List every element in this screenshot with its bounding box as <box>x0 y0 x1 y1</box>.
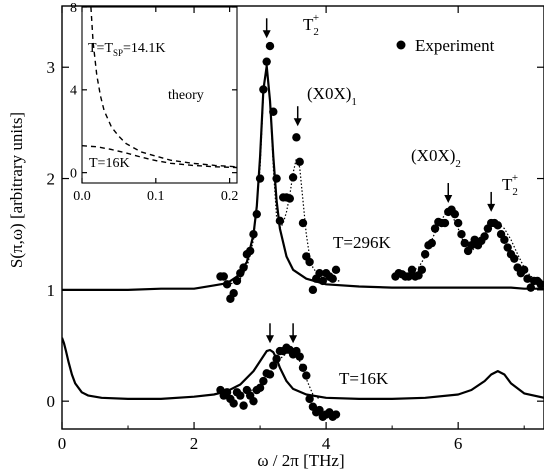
data-point <box>440 218 450 228</box>
data-point <box>493 221 502 230</box>
annotation-t296: T=296K <box>333 233 391 252</box>
data-point <box>292 133 301 142</box>
annotation-arrow-head <box>262 30 271 39</box>
series-line-solid <box>62 337 544 400</box>
inset-annotation-t16: T=16K <box>89 156 130 171</box>
plot-frame <box>61 5 544 430</box>
annotation-x0x1: (X0X)1 <box>307 84 357 108</box>
data-point <box>295 157 304 167</box>
data-point <box>308 285 318 295</box>
data-point <box>239 401 248 410</box>
data-point <box>430 224 440 233</box>
series-line-dotted <box>220 64 340 285</box>
data-point <box>417 265 427 275</box>
annotation-arrow-head <box>289 335 298 344</box>
inset-y-tick-label: 4 <box>70 84 77 99</box>
annotation-t16: T=16K <box>339 369 389 388</box>
data-point <box>249 396 258 406</box>
annotation-arrow-head <box>265 335 274 344</box>
annotation-arrow-head <box>487 203 496 212</box>
x-tick-label: 0 <box>58 434 67 453</box>
inset-annotation-theory: theory <box>168 88 204 103</box>
data-point <box>255 383 265 393</box>
data-point <box>229 399 238 408</box>
y-tick-label: 0 <box>47 392 56 411</box>
data-point <box>298 218 308 228</box>
data-point <box>427 238 436 248</box>
data-point <box>457 229 466 239</box>
data-point <box>536 280 544 289</box>
data-point <box>453 218 463 228</box>
inset-x-tick-label: 0.0 <box>73 189 91 204</box>
annotation-x0x2: (X0X)2 <box>411 146 461 170</box>
data-point <box>302 371 311 380</box>
data-point <box>503 243 512 252</box>
y-tick-label: 1 <box>47 281 56 300</box>
x-tick-label: 6 <box>454 434 463 453</box>
data-point <box>259 376 268 386</box>
legend-label: Experiment <box>415 36 495 55</box>
inset-plot: 0.0 0.1 0.2 0 4 8 <box>70 1 238 204</box>
inset-plot-frame <box>81 6 238 184</box>
y-axis-label: S(π,ω) [arbitrary units] <box>7 112 26 268</box>
data-point <box>328 274 337 283</box>
data-point <box>500 235 509 244</box>
data-point <box>450 209 460 219</box>
data-point <box>236 391 245 400</box>
x-axis-label: ω / 2π [THz] <box>257 451 344 470</box>
x-tick-label: 2 <box>190 434 199 453</box>
annotation-arrow-head <box>444 195 453 204</box>
annotation-t2-right: T2+ <box>502 172 518 198</box>
data-point <box>305 394 314 404</box>
data-point <box>331 410 341 419</box>
inset-data-layer <box>82 7 237 169</box>
data-point <box>219 272 228 281</box>
data-point <box>265 41 275 51</box>
data-point <box>285 194 294 203</box>
y-tick-label: 3 <box>47 58 56 77</box>
data-point <box>315 268 324 278</box>
data-point <box>262 57 271 66</box>
annotation-arrow-head <box>293 118 302 127</box>
data-point <box>255 174 265 183</box>
data-point <box>298 363 308 372</box>
inset-annotation-tsp: T=TSP=14.1K <box>88 41 166 58</box>
series-line-dotted <box>392 211 544 282</box>
data-point <box>420 250 430 259</box>
data-point <box>519 265 529 275</box>
inset-y-tick-label: 0 <box>70 167 77 182</box>
legend-marker <box>396 40 406 50</box>
inset-y-tick-label: 8 <box>70 1 77 16</box>
data-layer <box>62 41 544 421</box>
data-point <box>295 352 304 361</box>
series-line-dotted <box>220 351 320 400</box>
data-point <box>460 238 469 248</box>
data-point <box>288 173 298 182</box>
data-point <box>305 257 314 267</box>
y-tick-label: 2 <box>47 169 56 188</box>
inset-series-line-dashed <box>90 7 237 168</box>
data-point <box>523 274 532 283</box>
data-point <box>404 272 413 281</box>
data-point <box>510 254 519 263</box>
inset-x-tick-label: 0.1 <box>147 189 165 204</box>
data-point <box>331 265 341 275</box>
inset-series-line-dashed <box>82 145 237 169</box>
data-point <box>315 405 324 415</box>
x-tick-label: 4 <box>322 434 331 453</box>
legend: Experiment <box>396 36 495 55</box>
annotation-t2-top: T2+ <box>303 12 319 38</box>
data-point <box>229 288 238 298</box>
data-point <box>269 361 278 370</box>
inset-x-tick-label: 0.2 <box>221 189 239 204</box>
